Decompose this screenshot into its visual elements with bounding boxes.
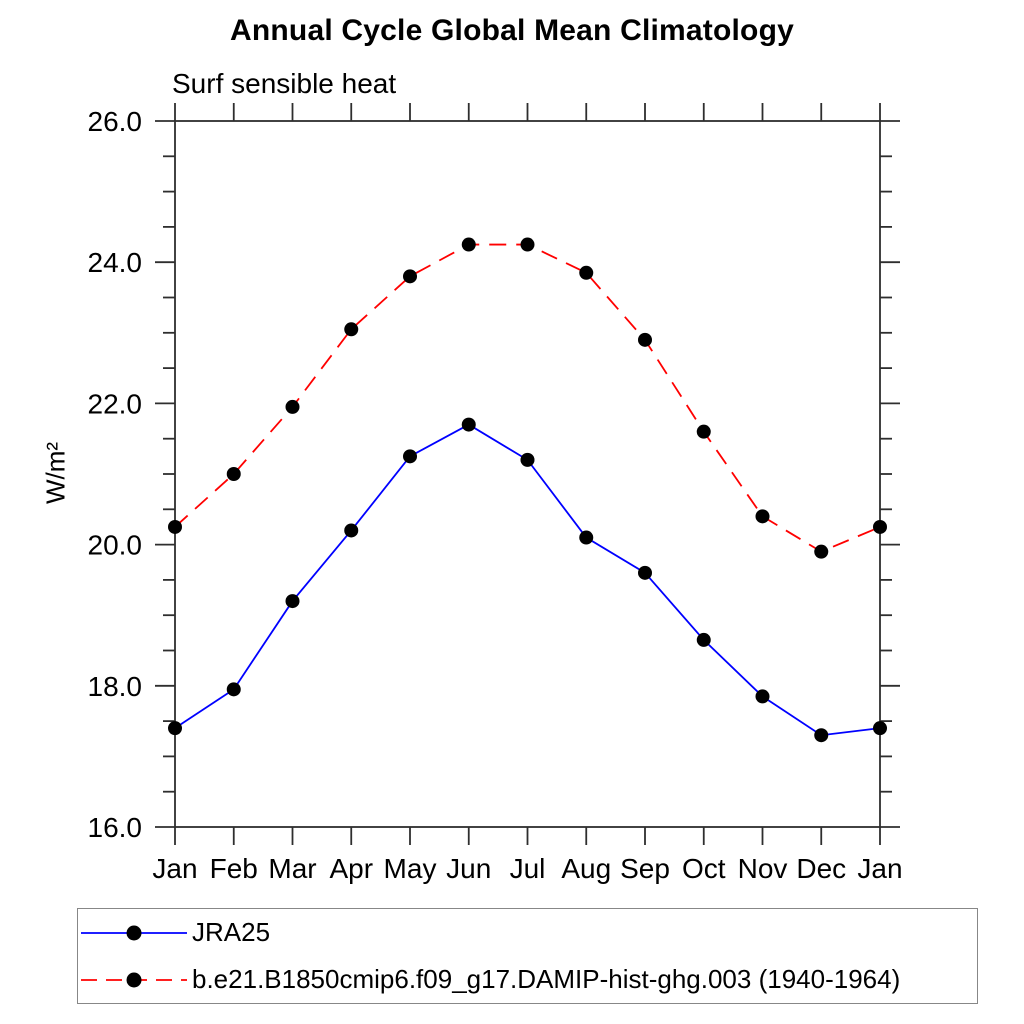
x-tick-label: Feb [210, 853, 258, 884]
data-point-marker [226, 682, 241, 697]
data-point-marker [579, 530, 594, 545]
series-line-jra25 [174, 423, 881, 737]
y-tick-label: 16.0 [88, 812, 143, 843]
data-point-marker [520, 452, 535, 467]
data-point-marker [461, 237, 476, 252]
legend-line-sample-solid [81, 925, 187, 940]
data-point-marker [344, 322, 359, 337]
legend-line-sample-dashed [81, 972, 187, 987]
data-point-marker [226, 467, 241, 481]
data-point-marker [168, 721, 182, 736]
x-tick-label: Sep [620, 853, 670, 884]
legend-label: b.e21.B1850cmip6.f09_g17.DAMIP-hist-ghg.… [192, 964, 901, 994]
tick-labels: 16.0 18.0 20.0 22.0 24.0 26.0 Jan Feb Mar Apr May J… [88, 106, 903, 884]
data-point-marker [403, 449, 417, 464]
data-point-marker [873, 519, 887, 534]
x-tick-label: Jan [152, 853, 197, 884]
series-line-model [174, 243, 881, 553]
x-tick-label: Jul [510, 853, 546, 884]
x-tick-label: Apr [329, 853, 373, 884]
data-point-marker [579, 265, 594, 280]
legend-box: JRA25 b.e21.B1850cmip6.f09_g17.DAMIP-hist… [77, 908, 978, 1004]
axes [155, 103, 900, 845]
plot-frame [174, 120, 881, 828]
y-tick-label: 18.0 [88, 671, 143, 702]
data-point-marker [520, 237, 535, 252]
data-point-marker [344, 523, 359, 538]
chart-subtitle: Surf sensible heat [172, 68, 397, 99]
data-point-marker [814, 544, 829, 559]
x-tick-label: Dec [796, 853, 846, 884]
legend-marker-icon [126, 972, 142, 987]
data-point-marker [638, 565, 652, 580]
data-point-marker [638, 332, 652, 347]
data-point-marker [755, 689, 770, 704]
legend-item: b.e21.B1850cmip6.f09_g17.DAMIP-hist-ghg.… [81, 964, 977, 995]
x-tick-label: Nov [738, 853, 788, 884]
data-point-marker [285, 594, 300, 609]
x-tick-label: Aug [561, 853, 611, 884]
data-point-marker [755, 509, 770, 524]
y-tick-label: 22.0 [88, 388, 143, 419]
data-point-marker [696, 424, 711, 439]
data-point-marker [285, 399, 300, 414]
data-point-marker [403, 269, 417, 284]
x-tick-label: Mar [268, 853, 316, 884]
chart-title: Annual Cycle Global Mean Climatology [230, 14, 794, 47]
data-point-marker [696, 632, 711, 647]
y-tick-label: 20.0 [88, 530, 143, 561]
x-tick-label: May [384, 853, 437, 884]
y-tick-label: 24.0 [88, 247, 143, 278]
x-tick-label: Jun [446, 853, 491, 884]
data-point-marker [814, 728, 829, 743]
data-point-marker [461, 417, 476, 432]
legend-label: JRA25 [192, 917, 271, 947]
data-point-marker [168, 519, 182, 534]
legend-item: JRA25 [81, 917, 977, 948]
data-point-marker [873, 721, 887, 736]
y-tick-label: 26.0 [88, 106, 143, 137]
legend-marker-icon [126, 925, 142, 940]
x-tick-label: Oct [682, 853, 726, 884]
x-tick-label: Jan [857, 853, 902, 884]
